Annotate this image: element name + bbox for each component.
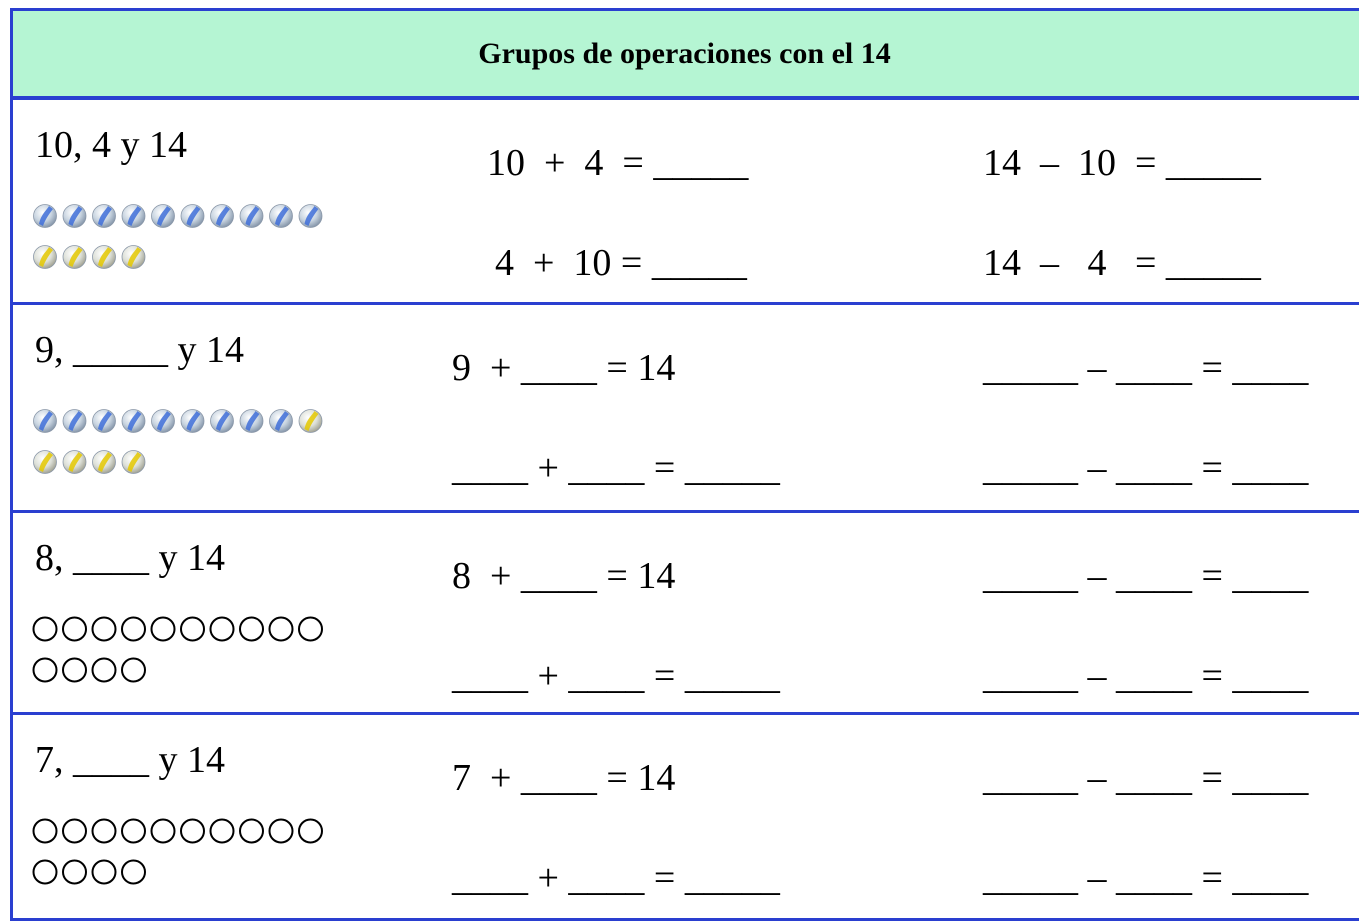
marble-swirl [98, 247, 112, 267]
marble-swirl [68, 247, 83, 267]
marble-swirl [39, 411, 53, 431]
equation: _____ – ____ = ____ [983, 757, 1309, 799]
row-label: 10, 4 y 14 [35, 124, 187, 166]
counter-circle [32, 616, 58, 642]
counter-circle [298, 818, 323, 844]
equation: _____ – ____ = ____ [983, 655, 1309, 697]
counter-circle [209, 818, 235, 844]
marble-swirl [186, 411, 201, 431]
counter-circle [239, 818, 264, 844]
marble-swirl [39, 206, 53, 226]
marble-swirl [275, 411, 289, 431]
equation: ____ + ____ = _____ [452, 857, 780, 899]
counter-circle [298, 616, 323, 642]
counter-circle [121, 859, 146, 885]
marble-swirl [304, 411, 319, 431]
counter-circle [62, 616, 87, 642]
counter-circle [62, 818, 87, 844]
counter-circle [62, 657, 87, 683]
counter-circle [62, 859, 87, 885]
counter-circle [32, 657, 58, 683]
equation: 14 – 10 = _____ [983, 142, 1261, 184]
marble-swirl [157, 411, 171, 431]
marble-swirl [216, 206, 230, 226]
counter-circle [150, 616, 176, 642]
marble-swirl [304, 206, 319, 226]
marble-swirl [127, 452, 142, 472]
row-label: 8, ____ y 14 [35, 537, 225, 579]
equation: ____ + ____ = _____ [452, 655, 780, 697]
counter-circle [32, 859, 58, 885]
marble-swirl [98, 206, 112, 226]
equation: ____ + ____ = _____ [452, 447, 780, 489]
marble-swirl [39, 247, 53, 267]
counter-circle [32, 818, 58, 844]
marble-swirl [68, 411, 83, 431]
marble-swirl [39, 452, 53, 472]
counter-circle [91, 859, 117, 885]
counter-circle [91, 657, 117, 683]
marble-swirl [98, 452, 112, 472]
marble-swirl [127, 411, 142, 431]
marble-swirl [245, 206, 260, 226]
equation: 14 – 4 = _____ [983, 242, 1261, 284]
equation: _____ – ____ = ____ [983, 347, 1309, 389]
counter-circle [121, 616, 146, 642]
counter-circle [121, 657, 146, 683]
marble-swirl [68, 206, 83, 226]
counter-circle [180, 818, 205, 844]
equation: _____ – ____ = ____ [983, 555, 1309, 597]
counter-circle [268, 818, 294, 844]
counter-circle [91, 818, 117, 844]
equation: 10 + 4 = _____ [487, 142, 749, 184]
equation: _____ – ____ = ____ [983, 857, 1309, 899]
counter-circle [121, 818, 146, 844]
equation: 8 + ____ = 14 [452, 555, 676, 597]
marble-swirl [127, 247, 142, 267]
marble-swirl [157, 206, 171, 226]
row-label: 7, ____ y 14 [35, 739, 225, 781]
marble-swirl [216, 411, 230, 431]
equation: _____ – ____ = ____ [983, 447, 1309, 489]
counter-circle [91, 616, 117, 642]
equation: 7 + ____ = 14 [452, 757, 676, 799]
title: Grupos de operaciones con el 14 [478, 37, 891, 70]
row-label: 9, _____ y 14 [35, 329, 244, 371]
marble-swirl [68, 452, 83, 472]
marble-swirl [98, 411, 112, 431]
equation: 9 + ____ = 14 [452, 347, 676, 389]
header-cell [10, 8, 1359, 99]
counter-circle [180, 616, 205, 642]
equation: 4 + 10 = _____ [495, 242, 747, 284]
counter-circle [150, 818, 176, 844]
marble-swirl [275, 206, 289, 226]
counter-circle [268, 616, 294, 642]
counter-circle [209, 616, 235, 642]
counter-circle [239, 616, 264, 642]
marble-swirl [127, 206, 142, 226]
marble-swirl [245, 411, 260, 431]
marble-swirl [186, 206, 201, 226]
